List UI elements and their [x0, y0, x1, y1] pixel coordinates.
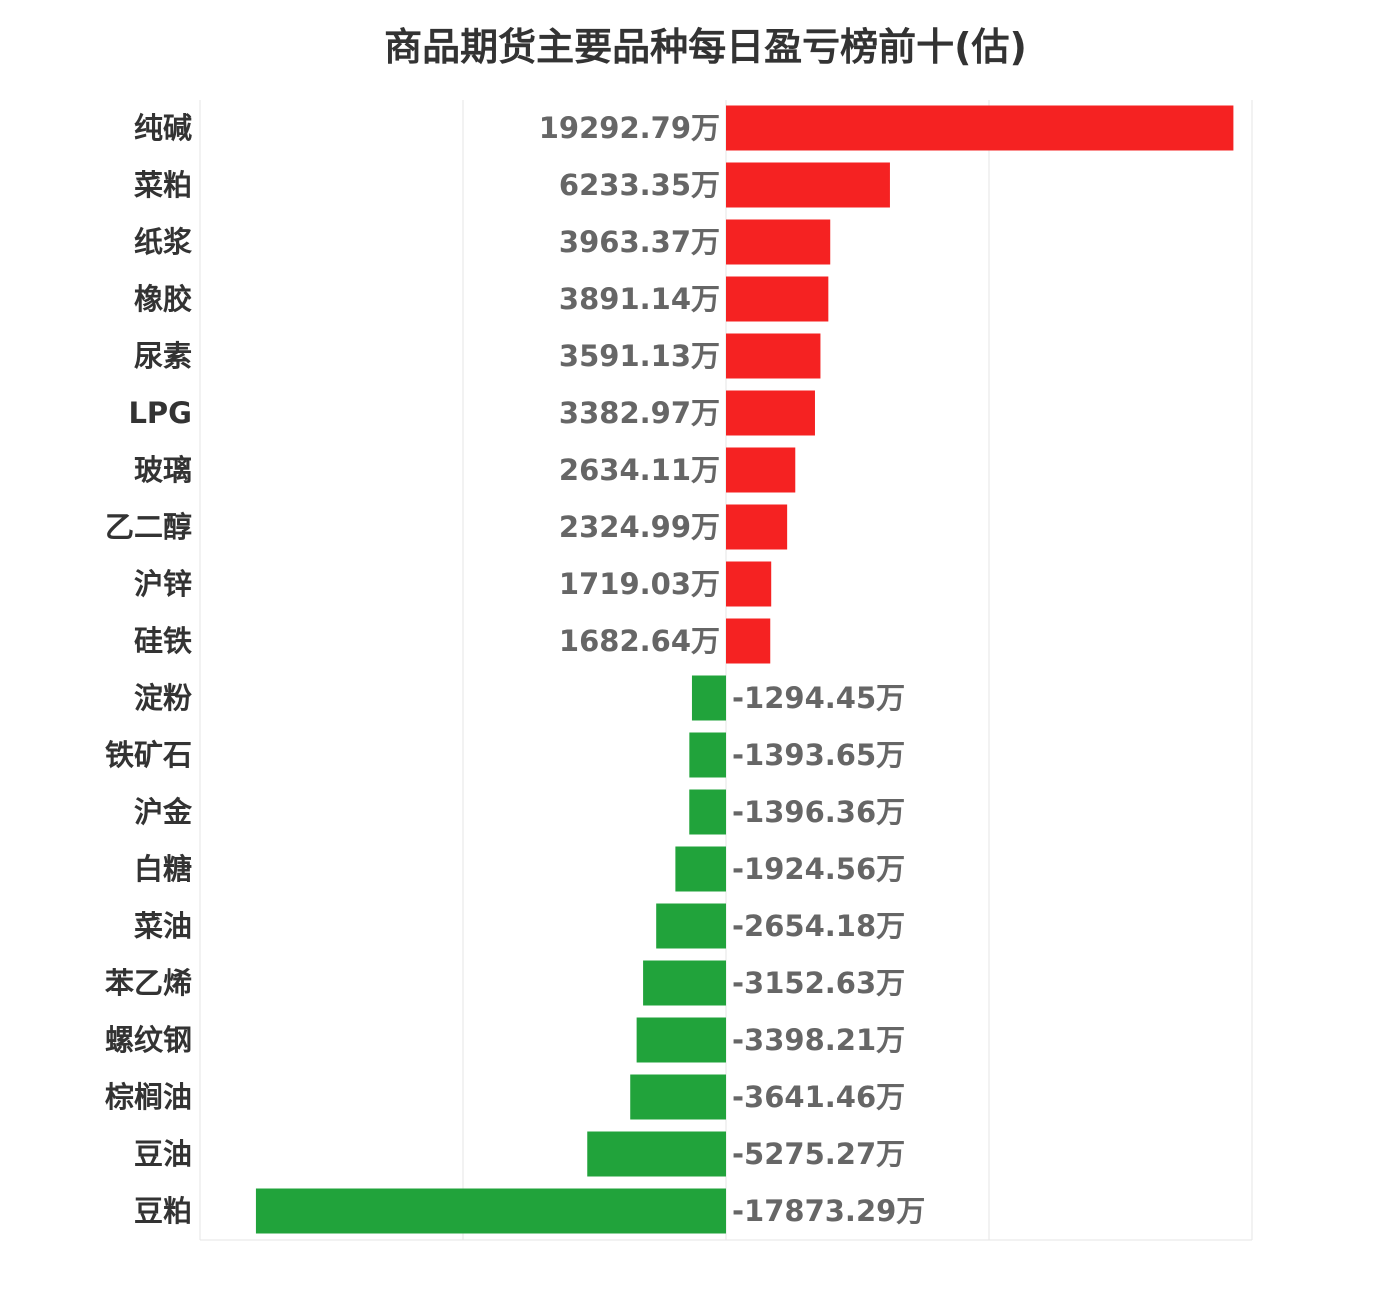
category-label: LPG — [128, 396, 192, 430]
value-label: -1393.65万 — [732, 738, 905, 772]
value-label: 1682.64万 — [559, 624, 720, 658]
category-label: 苯乙烯 — [105, 966, 192, 1000]
category-label: 淀粉 — [134, 681, 192, 715]
bar — [726, 105, 1234, 151]
value-label: -17873.29万 — [732, 1194, 925, 1228]
bar — [726, 447, 796, 493]
bar — [675, 846, 726, 892]
bar — [726, 618, 771, 664]
category-label: 豆粕 — [134, 1194, 192, 1228]
value-label: -3152.63万 — [732, 966, 905, 1000]
value-label: -1924.56万 — [732, 852, 905, 886]
chart-title: 商品期货主要品种每日盈亏榜前十(估) — [384, 25, 1027, 69]
bar — [691, 675, 726, 721]
bar — [726, 162, 890, 208]
bar — [643, 960, 726, 1006]
value-label: 2324.99万 — [559, 510, 720, 544]
category-label: 菜油 — [134, 909, 192, 943]
category-label: 硅铁 — [134, 624, 192, 658]
category-label: 玻璃 — [134, 453, 192, 487]
bar — [726, 276, 829, 322]
category-label: 沪锌 — [134, 567, 192, 601]
category-label: 纸浆 — [134, 225, 193, 259]
value-label: 2634.11万 — [559, 453, 720, 487]
bar — [726, 333, 821, 379]
value-label: -5275.27万 — [732, 1137, 905, 1171]
category-label: 乙二醇 — [105, 510, 192, 544]
bar — [630, 1074, 726, 1120]
value-label: 1719.03万 — [559, 567, 720, 601]
category-label: 纯碱 — [134, 111, 192, 145]
value-label: 3891.14万 — [559, 282, 720, 316]
bar — [636, 1017, 726, 1063]
bar — [726, 561, 772, 607]
value-label: -1396.36万 — [732, 795, 905, 829]
value-label: 3963.37万 — [559, 225, 720, 259]
bar — [726, 390, 815, 436]
category-label: 菜粕 — [134, 168, 192, 202]
bar — [689, 789, 726, 835]
category-label: 白糖 — [134, 852, 192, 886]
category-label: 沪金 — [134, 795, 193, 829]
bar — [255, 1188, 726, 1234]
value-label: 3382.97万 — [559, 396, 720, 430]
bar — [726, 219, 831, 265]
category-label: 豆油 — [134, 1137, 192, 1171]
value-label: 19292.79万 — [539, 111, 720, 145]
category-label: 橡胶 — [134, 282, 192, 316]
value-label: 6233.35万 — [559, 168, 720, 202]
category-label: 尿素 — [134, 339, 192, 373]
bar — [587, 1131, 726, 1177]
bar — [726, 504, 788, 550]
category-label: 螺纹钢 — [105, 1023, 192, 1057]
category-label: 铁矿石 — [105, 738, 192, 772]
value-label: -1294.45万 — [732, 681, 905, 715]
category-label: 棕榈油 — [105, 1080, 192, 1114]
value-label: -3398.21万 — [732, 1023, 905, 1057]
value-label: 3591.13万 — [559, 339, 720, 373]
value-label: -3641.46万 — [732, 1080, 905, 1114]
bar — [689, 732, 726, 778]
value-label: -2654.18万 — [732, 909, 905, 943]
bar — [656, 903, 726, 949]
